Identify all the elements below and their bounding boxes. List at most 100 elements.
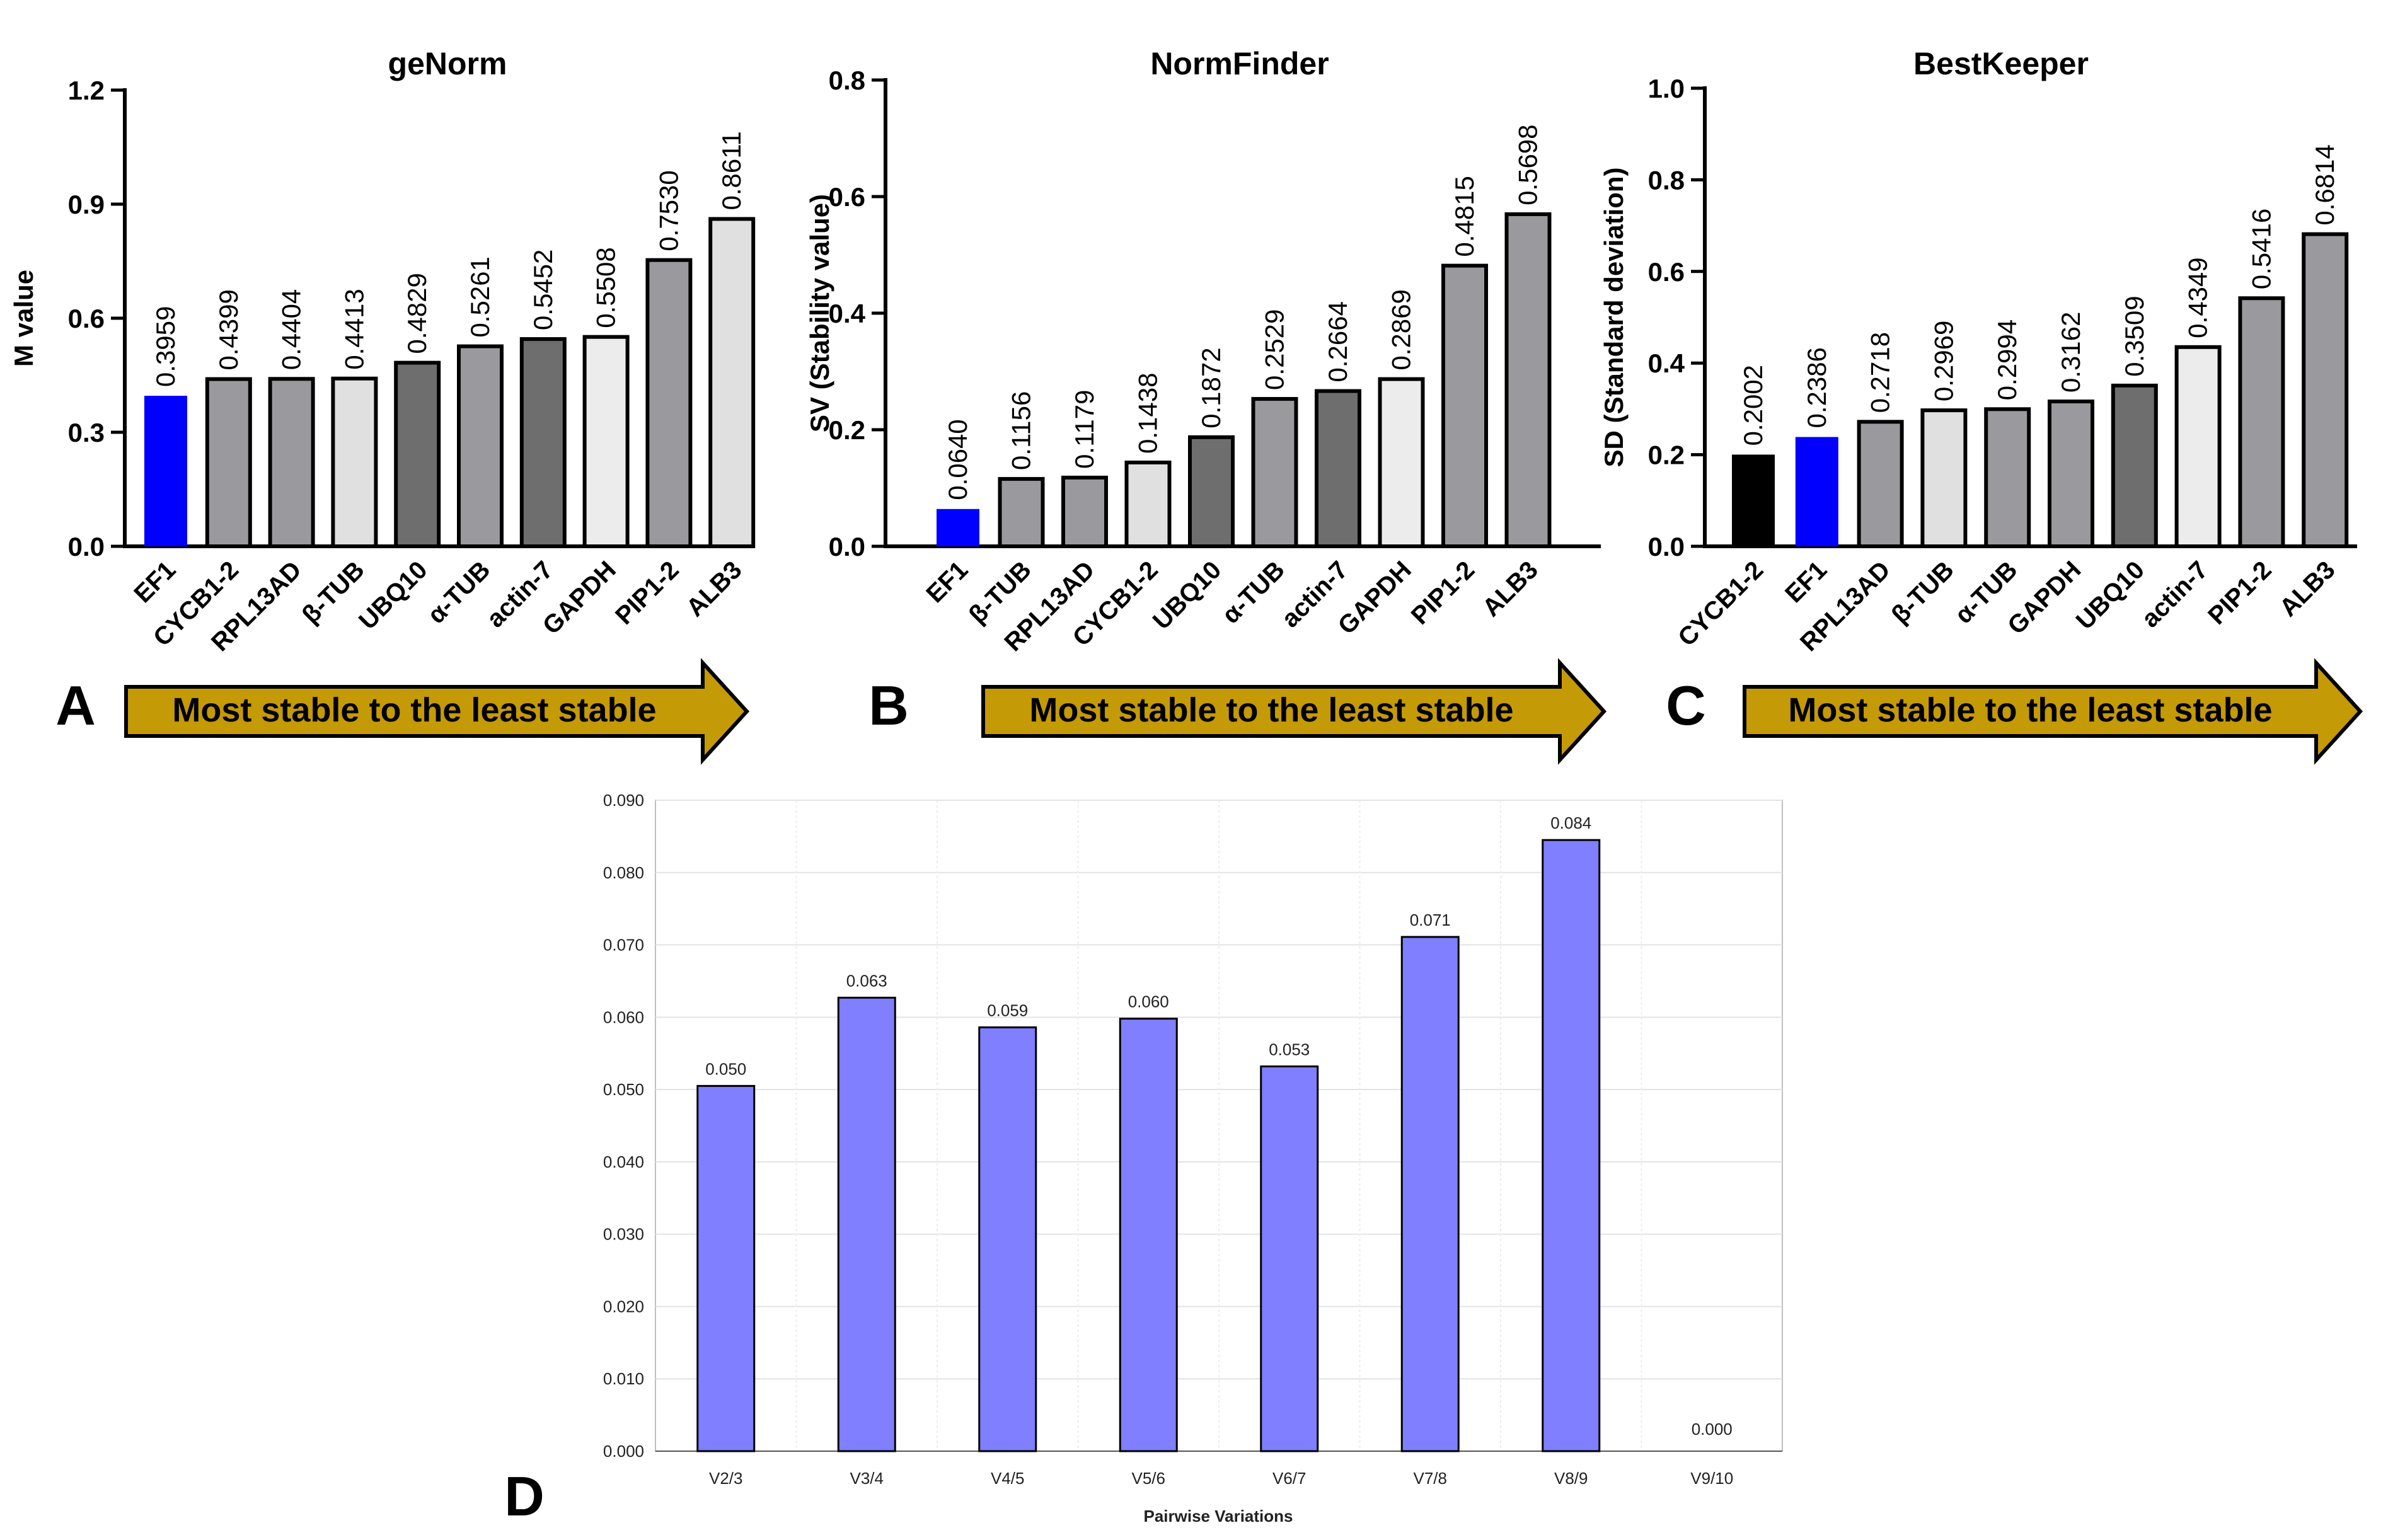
bar-V7/8 (1400, 936, 1460, 1452)
y-tick-label: 0.8 (829, 66, 865, 95)
value-label: 0.060 (1128, 992, 1169, 1011)
category-label: V3/4 (850, 1469, 884, 1488)
category-label: CYCB1-2 (1673, 556, 1768, 652)
category-label: V9/10 (1690, 1469, 1733, 1488)
value-label: 0.7530 (654, 170, 683, 251)
y-tick-label: 0.8 (1648, 165, 1685, 195)
value-label: 0.059 (987, 1001, 1028, 1020)
category-label: α-TUB (1217, 556, 1290, 629)
y-tick-label: 0.4 (1648, 348, 1685, 378)
bar-GAPDH (2048, 399, 2094, 549)
bar-EF1 (1795, 437, 1838, 546)
value-label: 0.000 (1692, 1420, 1733, 1439)
category-label: EF1 (129, 556, 181, 608)
value-label: 0.2664 (1323, 301, 1353, 382)
y-tick-label: 0.6 (68, 304, 105, 333)
bar-ALB3 (1504, 212, 1552, 548)
y-tick-label: 0.3 (68, 418, 105, 447)
bar-ALB3 (2302, 232, 2349, 548)
bar-ALB3 (708, 217, 756, 548)
value-label: 0.084 (1550, 813, 1591, 832)
category-label: α-TUB (422, 556, 495, 629)
value-label: 0.1156 (1007, 391, 1036, 470)
category-label: UBQ10 (2071, 556, 2150, 635)
arrow-label: Most stable to the least stable (1029, 691, 1513, 729)
bar-GAPDH (1378, 377, 1425, 548)
bar-α-TUB (1984, 407, 2031, 548)
bar-RPL13AD (1857, 420, 1904, 549)
value-label: 0.2529 (1260, 309, 1289, 390)
bar-actin-7 (519, 337, 567, 549)
category-label: V7/8 (1414, 1469, 1448, 1488)
y-tick-label: 0.0 (829, 532, 865, 561)
y-tick-label: 0.090 (603, 791, 644, 810)
value-label: 0.2002 (1738, 365, 1768, 445)
value-label: 0.1438 (1133, 373, 1163, 454)
y-tick-label: 0.070 (603, 936, 644, 955)
bar-β-TUB (998, 477, 1045, 549)
value-label: 0.2994 (1992, 319, 2022, 400)
value-label: 0.2386 (1802, 347, 1831, 428)
value-label: 0.2869 (1387, 289, 1416, 370)
value-label: 0.071 (1410, 911, 1451, 929)
panel-letter: B (868, 674, 909, 737)
bar-CYCB1-2 (1732, 454, 1775, 546)
category-label: ALB3 (1477, 556, 1543, 622)
category-label: V5/6 (1132, 1469, 1166, 1488)
bar-CYCB1-2 (1124, 460, 1172, 548)
category-label: V8/9 (1554, 1469, 1588, 1488)
arrow-label: Most stable to the least stable (172, 691, 656, 729)
stability-arrow (124, 658, 750, 765)
value-label: 0.6814 (2310, 144, 2339, 225)
bar-EF1 (144, 396, 187, 546)
value-label: 0.4399 (214, 289, 243, 370)
value-label: 0.4815 (1450, 176, 1479, 256)
bar-EF1 (937, 509, 979, 546)
value-label: 0.5508 (591, 247, 621, 328)
y-tick-label: 0.4 (829, 299, 866, 328)
y-tick-label: 1.0 (1648, 74, 1685, 103)
y-tick-label: 0.9 (68, 190, 105, 219)
y-tick-label: 0.050 (603, 1080, 644, 1099)
value-label: 0.3509 (2120, 296, 2149, 376)
category-label: actin-7 (2137, 556, 2213, 633)
bar-V2/3 (696, 1084, 756, 1452)
category-label: PIP1-2 (610, 556, 684, 630)
bar-V3/4 (837, 996, 896, 1452)
y-tick-label: 0.020 (603, 1297, 644, 1316)
y-tick-label: 0.0 (68, 532, 105, 561)
chart-title: geNorm (388, 46, 507, 81)
value-label: 0.5416 (2246, 209, 2276, 289)
bar-UBQ10 (2111, 383, 2158, 548)
bar-PIP1-2 (645, 258, 693, 548)
bar-actin-7 (1315, 389, 1361, 549)
pairwise-variation-chart: 0.000 0.010 0.020 0.030 0.040 0.050 0.060 0.070… (504, 791, 1783, 1527)
category-label: V6/7 (1272, 1469, 1306, 1488)
chart-title: NormFinder (1150, 46, 1329, 81)
y-axis-label: SD (Standard deviation) (1599, 167, 1629, 467)
bar-GAPDH (582, 335, 630, 549)
bar-V8/9 (1542, 839, 1601, 1452)
bar-CYCB1-2 (205, 377, 252, 549)
category-label: β-TUB (1886, 556, 1959, 629)
value-label: 0.8611 (717, 131, 746, 210)
panel-letter: D (504, 1465, 545, 1527)
y-axis-label: SV (Stability value) (805, 194, 834, 432)
value-label: 0.063 (846, 971, 887, 990)
bar-V6/7 (1260, 1065, 1319, 1452)
value-label: 0.3162 (2056, 312, 2085, 393)
value-label: 0.5452 (528, 250, 558, 330)
y-tick-label: 0.030 (603, 1225, 644, 1244)
bar-actin-7 (2174, 345, 2222, 548)
value-label: 0.4829 (402, 273, 432, 353)
bar-α-TUB (1251, 397, 1298, 548)
y-tick-label: 0.040 (603, 1152, 644, 1171)
category-label: UBQ10 (354, 556, 432, 635)
y-tick-label: 0.000 (603, 1442, 644, 1461)
value-label: 0.3959 (151, 306, 180, 387)
y-tick-label: 0.6 (1648, 257, 1685, 287)
value-label: 0.0640 (943, 419, 972, 500)
value-label: 0.053 (1269, 1040, 1310, 1059)
value-label: 0.2969 (1929, 321, 1958, 401)
